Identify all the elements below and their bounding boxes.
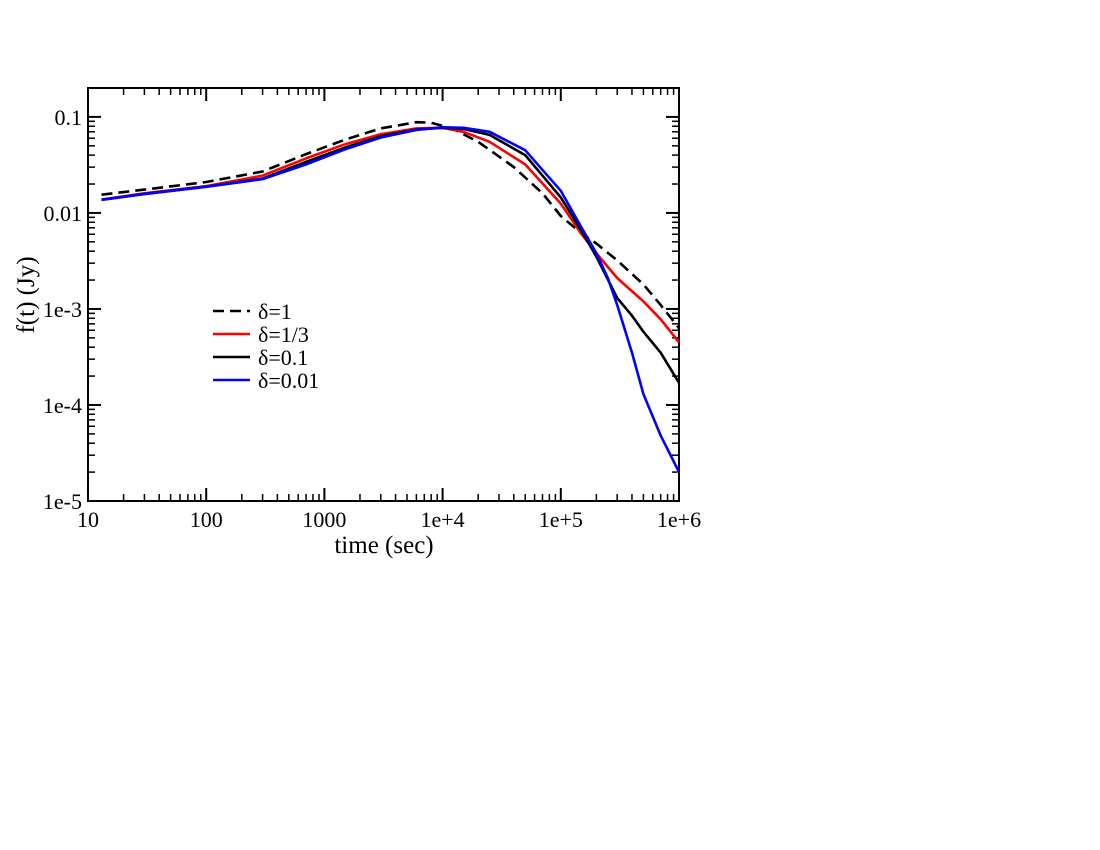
- x-tick-label: 1e+5: [539, 507, 583, 532]
- minor-ticks: [88, 87, 679, 501]
- x-tick-label: 1000: [302, 507, 346, 532]
- x-axis-label: time (sec): [334, 532, 433, 559]
- legend-label-3: δ=0.01: [258, 368, 319, 393]
- y-tick-label: 0.1: [55, 105, 83, 130]
- plot-frame: [87, 87, 680, 502]
- series-line-0: [101, 120, 681, 330]
- legend-label-1: δ=1/3: [258, 322, 309, 347]
- major-ticks: [87, 88, 680, 502]
- legend: δ=1δ=1/3δ=0.1δ=0.01: [213, 299, 319, 393]
- series-lines: [101, 120, 681, 473]
- series-line-1: [101, 126, 681, 344]
- y-axis-label: f(t) (Jy): [13, 256, 40, 333]
- x-tick-label: 1e+4: [421, 507, 465, 532]
- series-line-3: [101, 126, 681, 473]
- legend-label-0: δ=1: [258, 299, 292, 324]
- legend-label-2: δ=0.1: [258, 345, 308, 370]
- x-tick-label: 10: [77, 507, 99, 532]
- y-tick-label: 0.01: [44, 201, 83, 226]
- y-tick-label: 1e-4: [43, 393, 82, 418]
- x-tick-label: 100: [190, 507, 223, 532]
- y-tick-label: 1e-3: [43, 297, 82, 322]
- x-tick-label: 1e+6: [657, 507, 701, 532]
- tick-labels: 10 100 1000 1e+4 1e+5 1e+6 0.1 0.01 1e-3 1e-4 1e-5: [43, 105, 701, 532]
- series-line-2: [101, 126, 681, 384]
- y-tick-label: 1e-5: [43, 489, 82, 514]
